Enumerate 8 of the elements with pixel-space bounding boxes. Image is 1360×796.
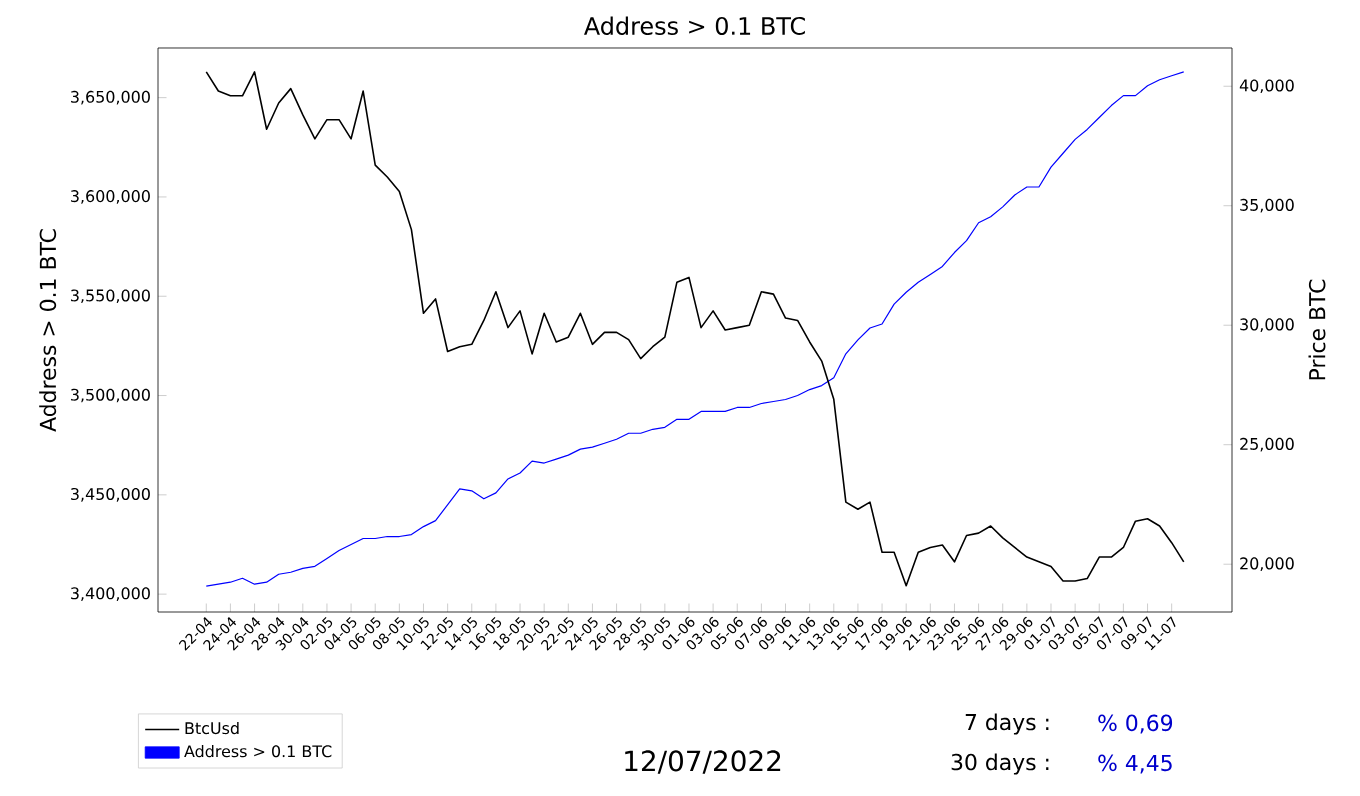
y2-axis-title: Price BTC [1308, 279, 1326, 380]
text: % 4,45 [1098, 754, 1172, 774]
y-axis-title: Address > 0.1 BTC [39, 229, 57, 432]
text: % 0,69 [1098, 714, 1173, 734]
text: 12/07/2022 [625, 750, 781, 774]
text: 7 days : [965, 713, 1049, 735]
text: 30 days : [951, 753, 1049, 775]
chart-title: Address > 0.1 BTC [584, 16, 805, 35]
